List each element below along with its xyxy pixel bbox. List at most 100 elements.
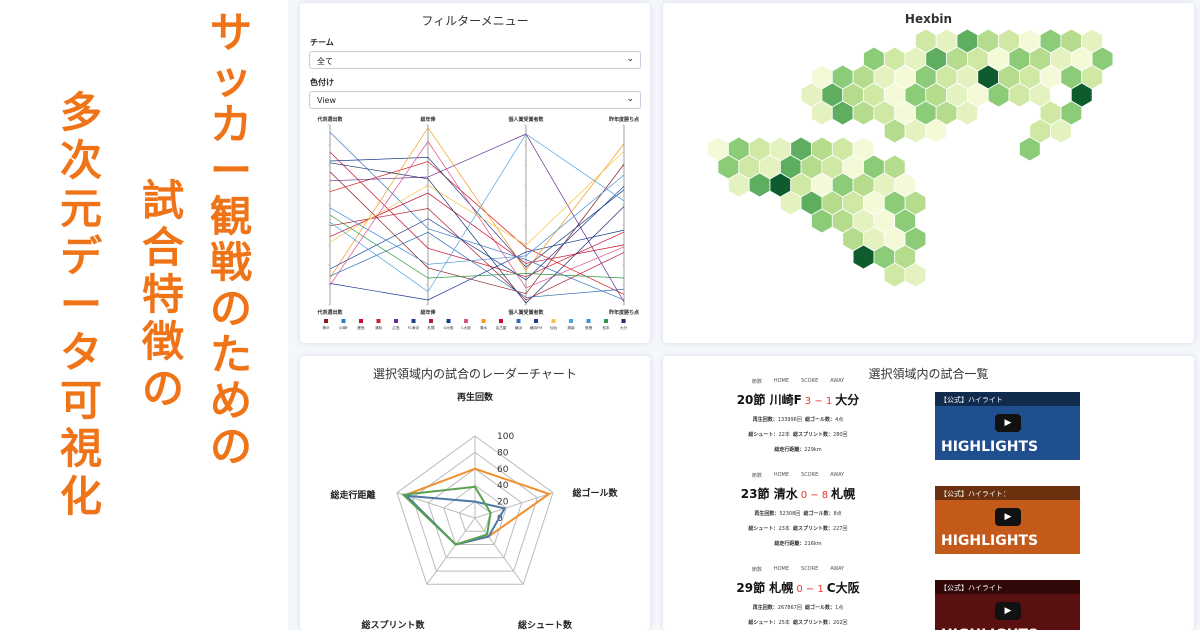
banner-char: 合 xyxy=(142,223,185,272)
legend-label: 札幌 xyxy=(427,325,435,330)
legend-swatch xyxy=(481,319,486,323)
banner-char: ー xyxy=(210,146,253,195)
hexbin-panel: Hexbin xyxy=(663,3,1194,343)
banner-char: 視 xyxy=(60,424,103,473)
match-round: 23節 xyxy=(740,487,770,501)
highlight-video-thumbnail[interactable]: 【公式】ハイライト： ▶ HIGHLIGHTS xyxy=(935,486,1080,554)
match-header-col: 節数 xyxy=(751,473,762,479)
play-icon[interactable]: ▶ xyxy=(995,508,1021,526)
banner-char: 化 xyxy=(60,472,103,521)
pc-team-line[interactable] xyxy=(329,214,625,279)
pc-axis-label-bottom: 昨年度勝ち点 xyxy=(609,309,639,316)
radar-panel: 選択領域内の試合のレーダーチャート 100 80 60 40 20 0 再生回数 総ゴール数総… xyxy=(300,356,650,630)
hexbin-cell[interactable] xyxy=(925,118,948,144)
pc-team-line[interactable] xyxy=(329,174,625,265)
match-item[interactable]: 節数 HOME SCORE AWAY 23節 清水 0 − 8 札幌 再生回数：52308回 … xyxy=(663,472,933,547)
banner-char: 元 xyxy=(60,184,103,233)
team-select[interactable]: 全て ⌄ xyxy=(309,51,641,69)
legend-label: 松本 xyxy=(602,325,610,330)
pc-team-line[interactable] xyxy=(329,127,625,279)
pc-team-line[interactable] xyxy=(329,133,625,293)
banner-title-line-2: 試合特徴の xyxy=(142,180,184,410)
pc-axis-label: 総年俸 xyxy=(420,116,436,123)
radar-grid-ring xyxy=(443,484,507,545)
radar-axis-label: 総走行距離 xyxy=(330,489,375,501)
pc-team-line[interactable] xyxy=(329,185,625,281)
color-select[interactable]: View ⌄ xyxy=(309,91,641,109)
radar-tick-label: 100 xyxy=(497,432,514,442)
match-item[interactable]: 節数 HOME SCORE AWAY 29節 札幌 0 − 1 C大阪 再生回数：267867… xyxy=(663,566,933,626)
legend-swatch xyxy=(534,319,538,323)
pc-team-line[interactable] xyxy=(329,131,625,301)
hexbin-cell[interactable] xyxy=(1018,136,1041,162)
pc-team-line[interactable] xyxy=(329,161,625,295)
match-stats-3: 総走行距離：229km xyxy=(774,447,822,453)
pc-team-line[interactable] xyxy=(329,164,625,295)
match-header-col: HOME xyxy=(773,472,790,478)
pc-axis-label-bottom: 総年俸 xyxy=(420,309,436,316)
match-stats-2: 総シュート：25本 総スプリント数：202回 xyxy=(748,620,848,626)
legend-label: 鳥栖 xyxy=(585,325,593,330)
legend-label: FC東京 xyxy=(408,325,420,330)
radar-spoke xyxy=(426,517,476,585)
match-header: 節数 HOME SCORE AWAY xyxy=(663,566,933,573)
match-stats-1: 再生回数：52308回 総ゴール数：8点 xyxy=(754,511,842,517)
play-icon[interactable]: ▶ xyxy=(995,414,1021,432)
match-score: 3 − 1 xyxy=(804,396,833,407)
pc-team-line[interactable] xyxy=(329,150,625,246)
match-away: 札幌 xyxy=(831,487,856,501)
banner-char: タ xyxy=(60,328,103,377)
radar-grid-ring xyxy=(427,468,523,559)
legend-swatch xyxy=(341,319,346,323)
legend-label: 鹿島 xyxy=(357,325,365,330)
legend-swatch xyxy=(569,319,573,323)
legend-swatch xyxy=(376,319,381,323)
pc-team-line[interactable] xyxy=(329,162,625,304)
thumbnail-caption: 【公式】ハイライト xyxy=(935,392,1080,406)
thumbnail-caption: 【公式】ハイライト： xyxy=(935,486,1080,500)
match-header-col: SCORE xyxy=(801,472,819,478)
color-select-value: View xyxy=(317,96,336,105)
match-header-col: AWAY xyxy=(830,566,845,572)
banner-char: 次 xyxy=(60,136,103,185)
team-select-value: 全て xyxy=(317,57,333,66)
highlight-video-thumbnail[interactable]: 【公式】ハイライト ▶ HIGHLIGHTS xyxy=(935,580,1080,630)
match-item[interactable]: 節数 HOME SCORE AWAY 20節 川崎F 3 − 1 大分 再生回数：133996… xyxy=(663,378,933,453)
hexbin-cell[interactable] xyxy=(904,262,927,288)
match-home: 清水 xyxy=(773,487,798,501)
radar-axis-label: 総スプリント数 xyxy=(361,619,425,630)
chevron-down-icon: ⌄ xyxy=(626,54,634,64)
match-header-col: HOME xyxy=(773,566,790,572)
play-icon[interactable]: ▶ xyxy=(995,602,1021,620)
hexbin-chart[interactable] xyxy=(663,23,1194,343)
highlight-video-thumbnail[interactable]: 【公式】ハイライト ▶ HIGHLIGHTS xyxy=(935,392,1080,460)
pc-team-line[interactable] xyxy=(329,208,625,301)
hexbin-cell[interactable] xyxy=(956,100,979,126)
match-header-col: HOME xyxy=(773,378,790,384)
thumbnail-highlights-text: HIGHLIGHTS xyxy=(941,627,1038,630)
legend-label: 名古屋 xyxy=(496,325,507,330)
pc-team-line[interactable] xyxy=(329,192,625,264)
pc-axis-label-bottom: 個人賞受賞者数 xyxy=(507,309,544,316)
legend-swatch xyxy=(394,319,398,323)
match-header: 節数 HOME SCORE AWAY xyxy=(663,472,933,479)
match-list-panel: 選択領域内の試合一覧 節数 HOME SCORE AWAY 20節 川崎F 3 − 1 大分… xyxy=(663,356,1194,630)
pc-team-line[interactable] xyxy=(329,231,625,298)
legend-label: 清水 xyxy=(480,325,488,330)
match-header-col: 節数 xyxy=(751,567,762,573)
legend-swatch xyxy=(411,319,416,323)
pc-axis-label: 個人賞受賞者数 xyxy=(507,116,544,123)
thumbnail-highlights-text: HIGHLIGHTS xyxy=(941,533,1039,549)
match-score-line: 20節 川崎F 3 − 1 大分 xyxy=(663,391,933,408)
match-list-title: 選択領域内の試合一覧 xyxy=(868,367,989,381)
radar-tick-label: 20 xyxy=(497,498,509,508)
pc-axis-label: 代表選出数 xyxy=(316,116,343,123)
radar-series-line xyxy=(401,485,492,546)
radar-axis-label: 総シュート数 xyxy=(518,619,573,630)
pc-team-line[interactable] xyxy=(329,133,625,303)
hexbin-cell[interactable] xyxy=(1050,118,1072,144)
banner-char: 試 xyxy=(142,176,185,225)
match-stats-2: 総シュート：23本 総スプリント数：227回 xyxy=(748,526,848,532)
parallel-coordinates-chart[interactable]: 代表選出数代表選出数総年俸総年俸個人賞受賞者数個人賞受賞者数昨年度勝ち点昨年度勝… xyxy=(300,111,650,343)
